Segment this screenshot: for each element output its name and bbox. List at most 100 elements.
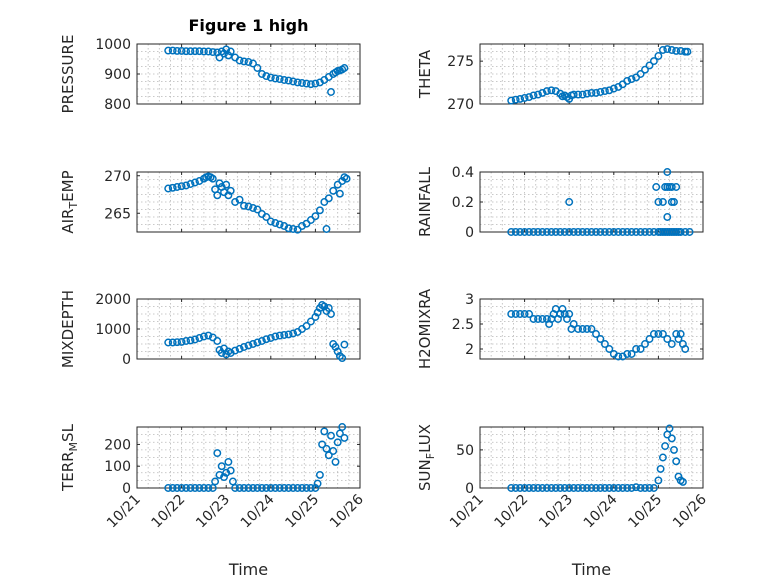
- data-point: [311, 484, 320, 492]
- data-point: [327, 431, 335, 440]
- subplot-sun_flux: 0 50 SUNFLUX 10/21 10/22 10/23 10/24 10/25 10/26…: [416, 424, 710, 579]
- data-point: [560, 228, 569, 236]
- data-point: [632, 483, 641, 492]
- x-tick-label: 10/22: [492, 492, 532, 532]
- data-point: [663, 168, 672, 176]
- data-point: [525, 484, 534, 492]
- data-point: [618, 484, 627, 492]
- data-point: [177, 484, 186, 492]
- data-point: [683, 47, 692, 56]
- data-point: [656, 464, 665, 473]
- data-point: [623, 228, 632, 236]
- data-point: [578, 484, 587, 492]
- data-point: [177, 337, 186, 346]
- data-point: [507, 228, 516, 236]
- data-point: [587, 325, 596, 333]
- data-point: [574, 90, 583, 99]
- data-point: [525, 310, 534, 318]
- data-point: [623, 350, 632, 358]
- data-point: [520, 228, 529, 236]
- subplot-h2omixra: 2 2.5 3 H2OMIXRA: [416, 288, 704, 369]
- data-point: [547, 86, 556, 95]
- data-point: [315, 206, 324, 215]
- data-point: [649, 484, 658, 492]
- data-point: [569, 228, 578, 236]
- data-point: [605, 484, 614, 492]
- data-point: [249, 59, 257, 68]
- subplot-mixdepth: 0 1000 2000 MIXDEPTH: [59, 290, 361, 368]
- x-tick-label: 10/24: [238, 491, 278, 531]
- data-point: [551, 228, 560, 236]
- data-point: [658, 453, 667, 462]
- data-point: [627, 75, 636, 84]
- data-point: [658, 330, 667, 338]
- x-tick-label: 10/26: [327, 491, 367, 531]
- data-point: [342, 174, 351, 183]
- data-point: [507, 310, 516, 318]
- data-point: [213, 337, 222, 345]
- subplot-pressure: 800 900 1000 PRESSURE Figure 1 high: [59, 16, 361, 114]
- data-point: [284, 484, 293, 492]
- data-point: [211, 477, 220, 486]
- data-point: [511, 310, 520, 318]
- axes-frame: [479, 43, 704, 105]
- data-point: [331, 343, 340, 351]
- data-point: [333, 347, 342, 356]
- data-point: [649, 57, 658, 66]
- data-point: [315, 470, 324, 479]
- data-point: [592, 330, 600, 338]
- data-point: [663, 45, 672, 54]
- x-tick-label: 10/25: [282, 492, 322, 532]
- data-point: [306, 317, 315, 326]
- x-axis-label: Time: [571, 560, 611, 579]
- data-point: [587, 228, 596, 236]
- data-point: [235, 56, 244, 65]
- data-point: [313, 479, 322, 488]
- data-point: [338, 354, 347, 363]
- data-point: [520, 94, 529, 102]
- data-point: [284, 224, 293, 233]
- data-point: [574, 228, 583, 236]
- data-point: [289, 225, 298, 233]
- data-point: [164, 338, 173, 347]
- data-point: [173, 46, 182, 55]
- data-point: [534, 484, 542, 492]
- y-tick-label: 0: [122, 352, 131, 368]
- data-point: [600, 228, 609, 236]
- x-tick-label: 10/26: [670, 491, 710, 531]
- data-point: [289, 484, 298, 492]
- y-axis-label: PRESSURE: [59, 35, 77, 114]
- data-point: [195, 47, 204, 56]
- data-point: [318, 440, 327, 449]
- data-point: [578, 228, 587, 236]
- data-point: [231, 346, 240, 355]
- data-point: [641, 228, 649, 236]
- data-point: [596, 335, 605, 343]
- data-point: [636, 70, 645, 78]
- data-point: [298, 79, 306, 87]
- data-point: [293, 484, 302, 492]
- data-point: [331, 457, 340, 466]
- data-point: [177, 46, 186, 55]
- data-point: [609, 228, 618, 236]
- y-tick-label: 1000: [95, 322, 131, 338]
- data-point: [596, 484, 605, 492]
- data-point: [672, 183, 681, 191]
- data-point: [284, 76, 293, 85]
- data-point: [271, 219, 280, 227]
- data-point: [663, 213, 672, 221]
- data-point: [284, 330, 293, 339]
- data-point: [266, 217, 275, 226]
- data-point: [605, 228, 614, 236]
- data-point: [618, 228, 627, 236]
- data-point: [302, 79, 311, 88]
- data-point: [311, 313, 320, 321]
- data-point: [244, 341, 253, 350]
- data-point: [226, 47, 235, 56]
- y-tick-label: 0: [465, 481, 474, 497]
- data-point: [654, 476, 663, 485]
- data-point: [529, 91, 538, 100]
- data-point: [600, 87, 609, 96]
- data-point: [182, 337, 191, 345]
- data-point: [623, 484, 632, 492]
